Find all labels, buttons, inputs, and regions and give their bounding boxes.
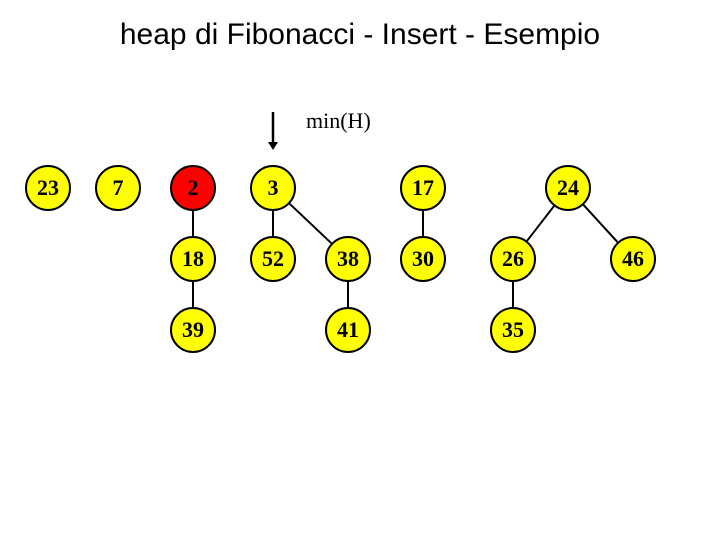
heap-node: 26 xyxy=(490,236,536,282)
heap-node: 52 xyxy=(250,236,296,282)
heap-node: 3 xyxy=(250,165,296,211)
heap-node: 7 xyxy=(95,165,141,211)
heap-node: 18 xyxy=(170,236,216,282)
heap-node: 23 xyxy=(25,165,71,211)
heap-node: 38 xyxy=(325,236,371,282)
heap-node: 41 xyxy=(325,307,371,353)
heap-node: 17 xyxy=(400,165,446,211)
page-title: heap di Fibonacci - Insert - Esempio xyxy=(0,18,720,52)
heap-node: 2 xyxy=(170,165,216,211)
heap-node: 39 xyxy=(170,307,216,353)
heap-node: 24 xyxy=(545,165,591,211)
heap-node: 35 xyxy=(490,307,536,353)
heap-node: 30 xyxy=(400,236,446,282)
heap-node: 46 xyxy=(610,236,656,282)
min-pointer-label: min(H) xyxy=(306,108,371,134)
